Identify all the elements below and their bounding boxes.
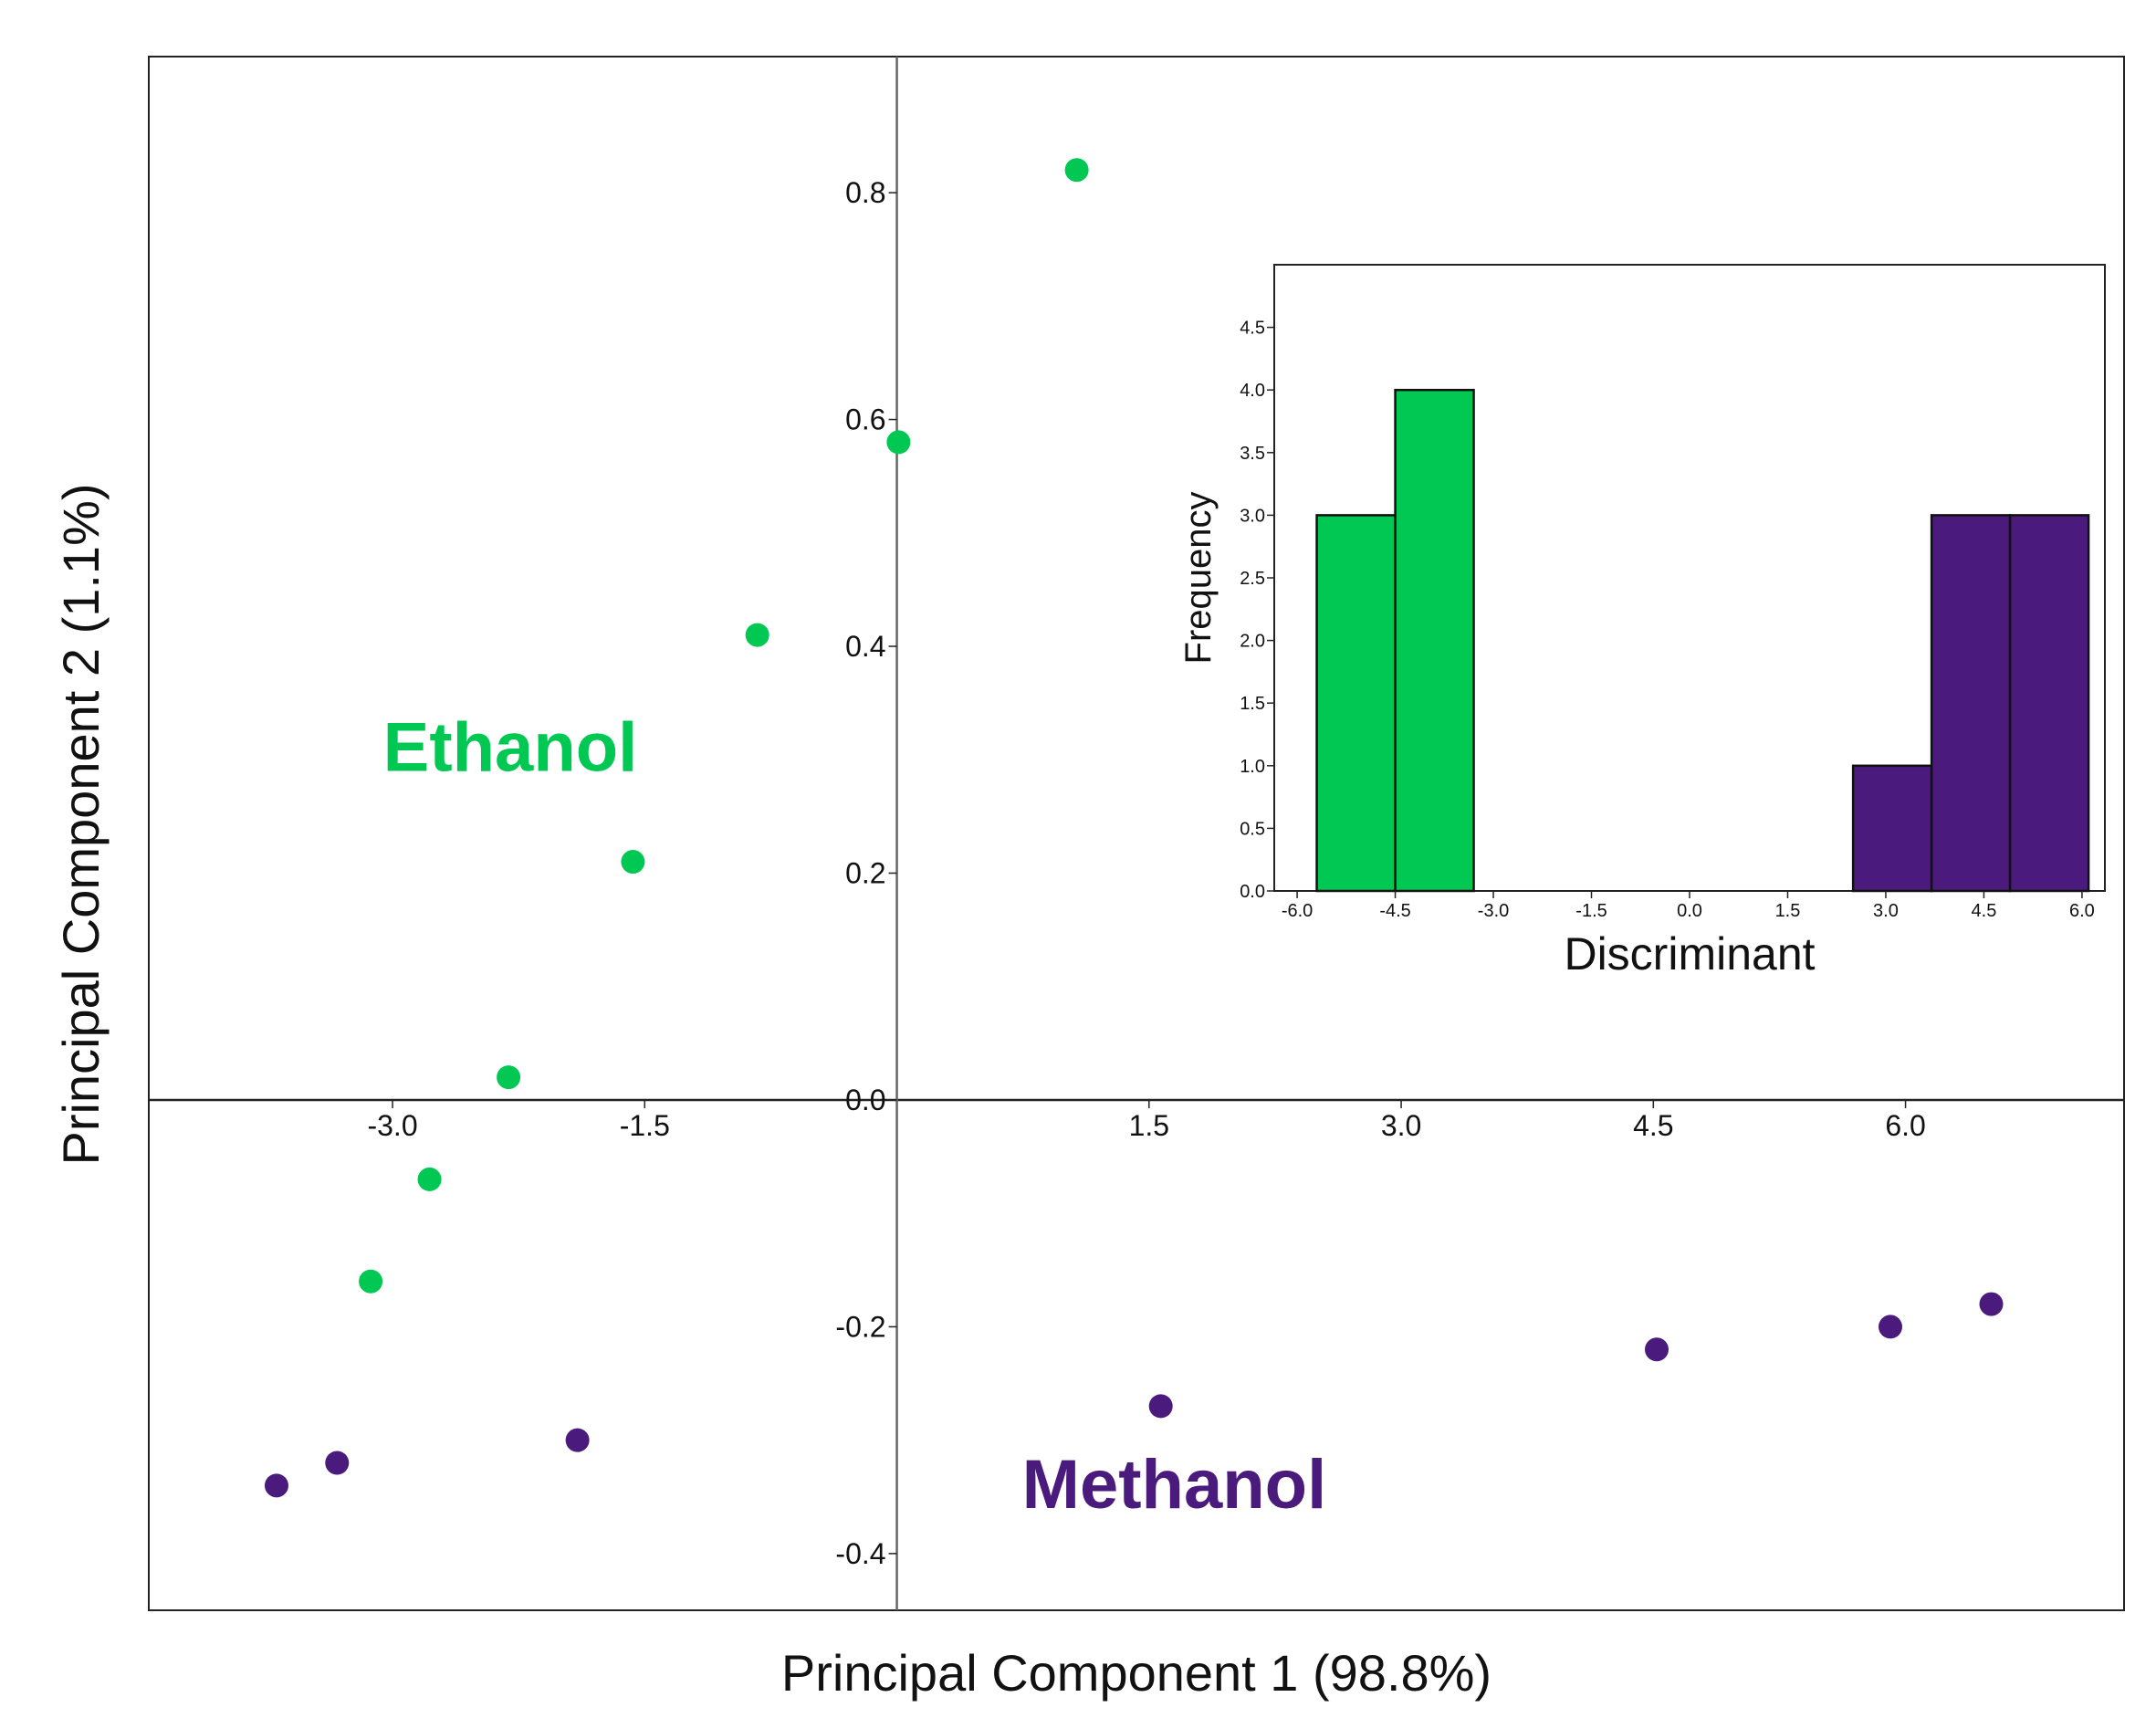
inset-x-tick-label: 1.5 bbox=[1775, 901, 1801, 921]
methanol-point bbox=[1148, 1394, 1173, 1419]
ethanol-point bbox=[359, 1269, 383, 1294]
inset-y-tick-label: 3.5 bbox=[1240, 444, 1265, 464]
plot-frame bbox=[148, 56, 2125, 1611]
x-tick-label: -1.5 bbox=[620, 1109, 670, 1142]
ethanol-point bbox=[886, 430, 911, 455]
inset-y-tick-label: 1.0 bbox=[1240, 757, 1265, 777]
inset-x-axis-title: Discriminant bbox=[1564, 928, 1815, 979]
inset-y-tick-label: 4.5 bbox=[1240, 319, 1265, 339]
y-tick-label: -0.4 bbox=[835, 1537, 885, 1570]
x-tick-label: 4.5 bbox=[1633, 1109, 1673, 1142]
ethanol-point bbox=[745, 623, 769, 647]
ethanol-label: Ethanol bbox=[383, 709, 638, 787]
inset-y-tick-label: 0.0 bbox=[1240, 882, 1265, 902]
y-tick-label: 0.2 bbox=[845, 856, 885, 889]
y-tick-label: 0.4 bbox=[845, 630, 885, 663]
inset-x-tick-label: -1.5 bbox=[1575, 901, 1607, 921]
inset-y-tick-label: 2.0 bbox=[1240, 632, 1265, 652]
methanol-point bbox=[264, 1473, 288, 1498]
inset-y-tick-label: 2.5 bbox=[1240, 569, 1265, 589]
y-tick-label: 0.6 bbox=[845, 403, 885, 436]
inset-x-tick-label: 3.0 bbox=[1873, 901, 1899, 921]
ethanol-point bbox=[497, 1065, 521, 1090]
inset-y-tick-label: 1.5 bbox=[1240, 694, 1265, 714]
ethanol-point bbox=[417, 1167, 442, 1191]
series-ethanol bbox=[359, 158, 1089, 1294]
methanol-point bbox=[1979, 1292, 2004, 1316]
inset-y-tick-label: 4.0 bbox=[1240, 381, 1265, 401]
x-tick-label: 1.5 bbox=[1129, 1109, 1169, 1142]
methanol-point bbox=[1879, 1315, 1903, 1339]
y-tick-label: 0.8 bbox=[845, 176, 885, 209]
x-tick-label: 6.0 bbox=[1885, 1109, 1925, 1142]
ethanol-point bbox=[1064, 158, 1089, 183]
x-tick-label: -3.0 bbox=[367, 1109, 417, 1142]
discriminant-histogram-inset: 0.0 0.5 1.0 1.5 2.0 2.5 3.0 3.5 4.0 4.5 -6.0 -4.5 -3… bbox=[1178, 264, 2106, 979]
y-axis-title: Principal Component 2 (1.1%) bbox=[52, 483, 110, 1165]
inset-x-tick-label: -4.5 bbox=[1379, 901, 1410, 921]
inset-x-tick-label: 4.5 bbox=[1972, 901, 1997, 921]
inset-x-tick-label: 0.0 bbox=[1677, 901, 1702, 921]
y-tick-label: -0.2 bbox=[835, 1310, 885, 1343]
methanol-point bbox=[565, 1428, 590, 1452]
ethanol-point bbox=[621, 850, 645, 875]
histogram-bar-ethanol bbox=[1315, 514, 1397, 893]
inset-x-tick-label: -6.0 bbox=[1282, 901, 1313, 921]
inset-y-axis-title: Frequency bbox=[1178, 492, 1219, 665]
x-tick-label: 3.0 bbox=[1381, 1109, 1421, 1142]
histogram-bar-methanol bbox=[1851, 764, 1933, 893]
y-tick-label: 0.0 bbox=[845, 1084, 885, 1116]
histogram-bar-ethanol bbox=[1394, 388, 1475, 893]
inset-y-tick-label: 3.0 bbox=[1240, 506, 1265, 526]
series-methanol bbox=[264, 1292, 2004, 1498]
inset-x-tick-label: -3.0 bbox=[1478, 901, 1509, 921]
inset-x-tick-label: 6.0 bbox=[2069, 901, 2095, 921]
methanol-label: Methanol bbox=[1022, 1446, 1327, 1524]
methanol-point bbox=[1645, 1337, 1669, 1362]
histogram-bar-methanol bbox=[2008, 514, 2090, 893]
histogram-bar-methanol bbox=[1930, 514, 2012, 893]
pca-scatter-plot: -3.0 -1.5 1.5 3.0 4.5 6.0 -0.4 -0.2 0.0 0.2 0.4 0.6… bbox=[52, 56, 2125, 1702]
x-axis-title: Principal Component 1 (98.8%) bbox=[781, 1644, 1491, 1702]
inset-y-tick-label: 0.5 bbox=[1240, 819, 1265, 839]
methanol-point bbox=[325, 1451, 350, 1475]
